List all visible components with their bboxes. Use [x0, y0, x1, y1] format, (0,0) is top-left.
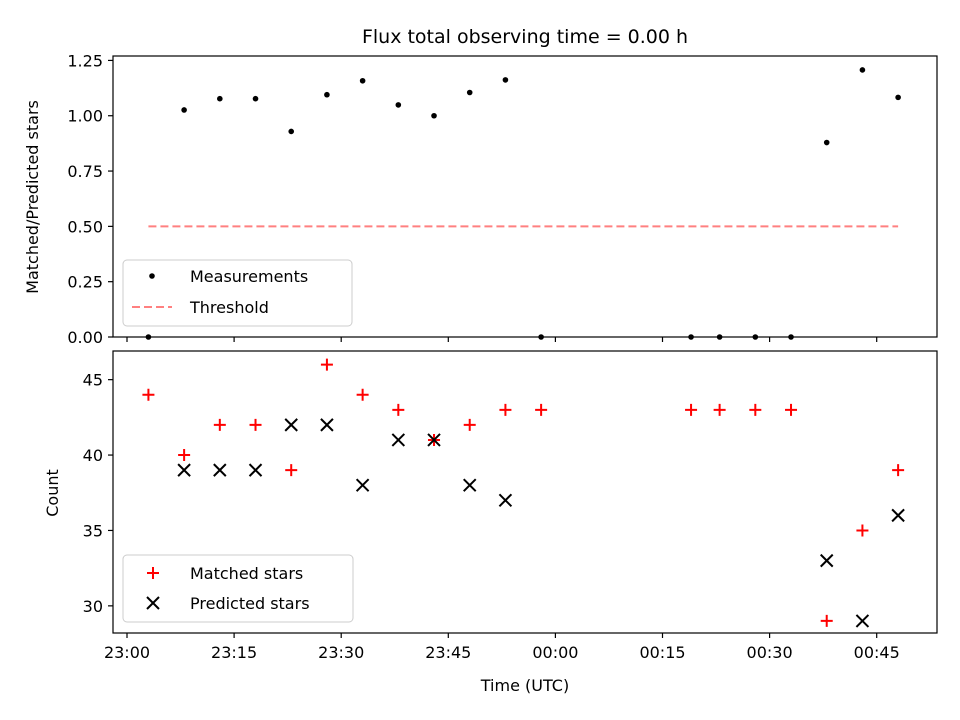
x-tick-label: 00:00: [532, 643, 578, 662]
top-y-tick-label: 0.50: [67, 217, 103, 236]
top-legend: Measurements Threshold: [122, 259, 353, 327]
matched-star-point: [463, 418, 476, 431]
x-tick-label: 23:45: [425, 643, 471, 662]
matched-star-point: [392, 403, 405, 416]
x-tick-label: 23:15: [211, 643, 257, 662]
bottom-y-axis-label: Count: [43, 469, 62, 517]
matched-star-point: [142, 388, 155, 401]
bottom-plot-frame: [112, 350, 938, 634]
predicted-star-point: [463, 478, 477, 492]
matched-star-point: [356, 388, 369, 401]
measurement-point: [252, 95, 259, 102]
predicted-star-point: [320, 418, 334, 432]
top-panel: Flux total observing time = 0.00 h Match…: [23, 26, 938, 347]
predicted-star-point: [284, 418, 298, 432]
matched-star-point: [499, 403, 512, 416]
matched-star-point: [820, 614, 833, 627]
predicted-star-point: [248, 463, 263, 477]
top-y-axis-label: Matched/Predicted stars: [23, 100, 42, 294]
bottom-y-tick-label: 40: [83, 446, 103, 465]
matched-star-point: [178, 449, 191, 462]
measurement-point: [395, 102, 402, 108]
legend-matched-label: Matched stars: [190, 564, 303, 583]
x-tick-label: 00:30: [747, 643, 793, 662]
predicted-star-point: [855, 614, 870, 628]
matched-star-point: [785, 403, 798, 416]
measurement-point: [466, 89, 473, 96]
measurement-point: [359, 77, 366, 84]
top-plot-frame: [112, 55, 938, 338]
measurement-point: [288, 128, 295, 135]
measurement-point: [324, 91, 330, 98]
x-tick-label: 23:00: [104, 643, 150, 662]
bottom-plot-area: 23:00 23:15 23:30 23:45 00:00 00:15 00:30 00:45…: [83, 358, 905, 662]
matched-star-point: [249, 418, 262, 431]
matched-star-point: [892, 464, 905, 477]
measurement-point: [823, 139, 830, 146]
top-legend-box: [122, 259, 353, 327]
predicted-star-point: [213, 463, 227, 477]
top-y-tick-label: 0.25: [67, 273, 103, 292]
top-y-tick-label: 1.00: [67, 107, 103, 126]
matched-star-point: [285, 464, 298, 477]
bottom-legend-box: [122, 554, 354, 623]
predicted-star-point: [820, 553, 834, 568]
predicted-star-point: [427, 433, 441, 447]
legend-matched-marker: [147, 567, 159, 579]
legend-threshold-label: Threshold: [189, 298, 269, 317]
legend-measurements-label: Measurements: [190, 267, 308, 286]
top-y-tick-label: 0.00: [67, 328, 103, 347]
predicted-star-point: [891, 508, 905, 523]
measurement-point: [502, 77, 509, 83]
matched-star-point: [713, 403, 726, 416]
bottom-y-tick-label: 30: [83, 597, 103, 616]
matched-star-point: [749, 403, 762, 416]
measurement-point: [181, 107, 187, 113]
legend-predicted-marker: [146, 596, 160, 610]
matched-star-point: [856, 524, 869, 537]
top-plot-area: 0.00 0.25 0.50 0.75 1.00 1.25: [67, 51, 901, 347]
top-y-tick-label: 1.25: [67, 51, 103, 70]
matched-star-point: [535, 403, 548, 416]
bottom-legend: Matched stars Predicted stars: [122, 554, 354, 623]
bottom-y-tick-label: 45: [83, 371, 103, 390]
bottom-y-tick-label: 35: [83, 521, 103, 540]
x-tick-label: 00:15: [639, 643, 685, 662]
bottom-panel: Count Time (UTC) 23:00 23:15 23:30 23:45 00:…: [43, 350, 938, 695]
legend-measurements-marker: [149, 273, 155, 279]
matched-star-point: [213, 418, 226, 431]
matched-star-point: [685, 403, 698, 416]
matched-star-point: [320, 358, 333, 371]
measurement-point: [895, 94, 901, 101]
x-axis-label: Time (UTC): [480, 676, 569, 695]
predicted-star-point: [355, 478, 370, 492]
predicted-star-point: [498, 493, 513, 508]
legend-predicted-label: Predicted stars: [190, 594, 310, 613]
predicted-star-point: [391, 433, 406, 447]
predicted-star-point: [177, 463, 191, 477]
x-tick-label: 23:30: [318, 643, 364, 662]
measurement-point: [217, 95, 223, 102]
measurement-point: [431, 112, 437, 119]
measurement-point: [859, 67, 866, 73]
x-tick-label: 00:45: [854, 643, 900, 662]
top-chart-title: Flux total observing time = 0.00 h: [362, 26, 688, 48]
top-y-tick-label: 0.75: [67, 162, 103, 181]
